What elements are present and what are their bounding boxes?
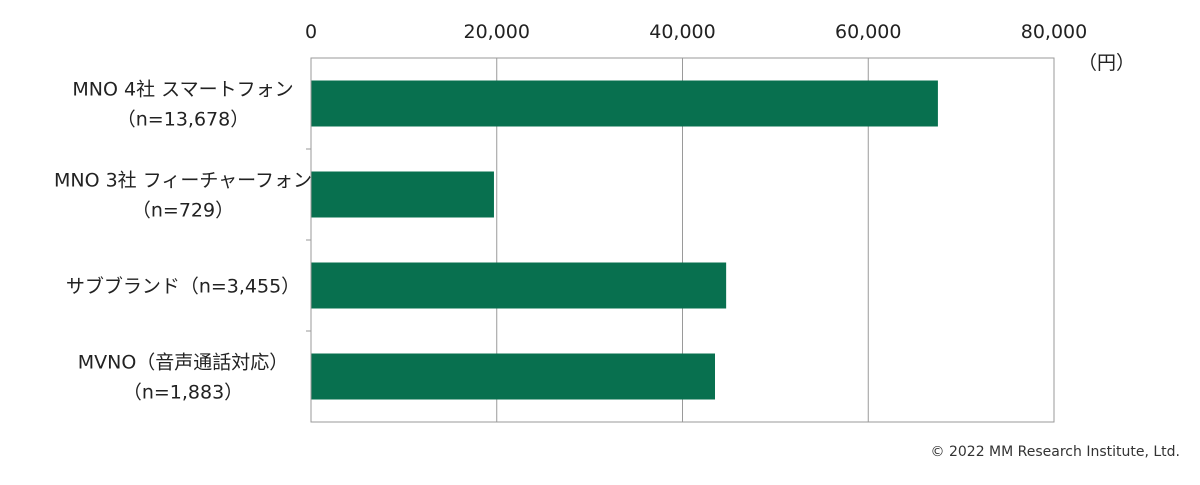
category-label-1-0: MNO 3社 フィーチャーフォン [54, 170, 312, 192]
x-tick-label-3: 60,000 [835, 21, 901, 43]
x-tick-label-0: 0 [305, 21, 317, 43]
category-label-3-0: MVNO（音声通話対応） [78, 352, 289, 374]
bar-1 [311, 171, 494, 218]
copyright-text: © 2022 MM Research Institute, Ltd. [931, 444, 1180, 460]
category-label-3-1: （n=1,883） [123, 382, 243, 404]
category-label-2-0: サブブランド（n=3,455） [66, 275, 300, 298]
bar-3 [311, 353, 716, 400]
plot-frame [306, 57, 1055, 423]
bar-2 [311, 262, 727, 309]
category-label-0-0: MNO 4社 スマートフォン [72, 79, 293, 101]
x-axis-ticks: 0 20,000 40,000 60,000 80,000 [305, 21, 1087, 43]
x-tick-label-2: 40,000 [649, 21, 715, 43]
category-label-1-1: （n=729） [132, 200, 234, 222]
x-tick-label-1: 20,000 [464, 21, 530, 43]
bars [311, 80, 938, 400]
category-labels: MNO 4社 スマートフォン （n=13,678） MNO 3社 フィーチャーフォン… [54, 79, 312, 404]
category-label-0-1: （n=13,678） [117, 109, 249, 131]
x-tick-label-4: 80,000 [1021, 21, 1087, 43]
unit-label: （円） [1078, 52, 1135, 74]
bar-0 [311, 80, 938, 127]
